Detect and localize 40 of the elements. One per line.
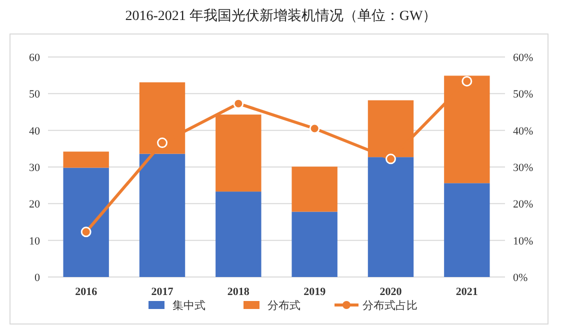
y-tick-label: 10 (29, 235, 40, 248)
legend-label: 分布式占比 (362, 299, 418, 312)
point (233, 98, 244, 109)
y2-tick-label: 0% (513, 272, 528, 284)
bar (63, 168, 109, 277)
y-tick-label: 60 (29, 52, 40, 64)
y2-tick-label: 30% (513, 162, 534, 174)
x-tick-label: 2017 (151, 286, 174, 298)
bar (216, 192, 262, 277)
y2-tick-label: 60% (513, 52, 534, 64)
bar (139, 154, 186, 277)
x-tick-label: 2018 (227, 286, 250, 298)
bar (368, 157, 414, 277)
point (386, 154, 396, 164)
x-tick-label: 2019 (304, 286, 326, 298)
x-tick-label: 2021 (456, 286, 478, 298)
bar (216, 114, 262, 192)
y2-tick-label: 10% (513, 235, 534, 248)
chart-title: 2016-2021 年我国光伏新增装机情况（单位：GW） (125, 8, 437, 24)
x-tick-label: 2020 (380, 286, 402, 298)
y-tick-label: 0 (34, 272, 40, 284)
bar (139, 82, 186, 154)
y-tick-label: 30 (29, 162, 40, 174)
y2-tick-label: 40% (513, 125, 534, 138)
point (80, 226, 92, 238)
point (157, 138, 168, 148)
y-tick-label: 20 (29, 198, 40, 211)
bar (292, 212, 338, 277)
bar (292, 166, 338, 212)
legend-label: 分布式 (268, 299, 300, 312)
y-tick-label: 50 (29, 88, 40, 101)
y2-tick-label: 50% (513, 88, 534, 101)
bar (444, 183, 490, 277)
bar (63, 152, 109, 168)
x-tick-label: 2016 (75, 286, 98, 298)
point (309, 123, 320, 134)
y-tick-label: 40 (29, 125, 40, 138)
y2-tick-label: 20% (513, 198, 534, 211)
point (462, 76, 472, 86)
legend-label: 集中式 (172, 299, 206, 312)
